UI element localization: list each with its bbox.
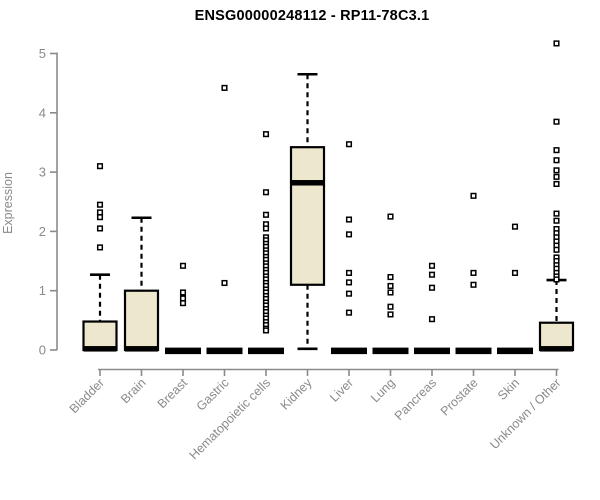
collapsed-box-breast	[165, 347, 201, 355]
outlier-liver	[345, 269, 353, 276]
outlier-unknown-other	[553, 167, 560, 174]
outlier-bladder	[96, 163, 104, 170]
x-label-kidney: Kidney	[278, 375, 315, 412]
x-label-pancreas: Pancreas	[392, 376, 439, 423]
y-axis-label: Expression	[1, 172, 15, 234]
outlier-breast	[179, 289, 187, 296]
outlier-lung	[387, 213, 394, 220]
x-label-liver: Liver	[327, 376, 356, 405]
outlier-unknown-other	[553, 217, 560, 224]
x-label-brain: Brain	[118, 376, 149, 407]
x-label-gastric: Gastric	[194, 376, 232, 414]
collapsed-box-gastric	[206, 347, 243, 355]
median-kidney	[291, 180, 324, 186]
outlier-breast	[179, 262, 187, 269]
box-bladder	[82, 320, 118, 352]
outlier-unknown-other	[553, 173, 560, 180]
chart-title: ENSG00000248112 - RP11-78C3.1	[194, 8, 430, 24]
y-tick-label-0: 0	[39, 343, 46, 358]
outlier-bladder	[96, 214, 104, 221]
outlier-unknown-other	[553, 40, 560, 47]
outlier-unknown-other	[553, 246, 560, 253]
outlier-liver	[345, 231, 353, 238]
outlier-pancreas	[428, 316, 436, 323]
outlier-hematopoietic-cells	[262, 189, 270, 196]
outlier-unknown-other	[553, 210, 560, 217]
outlier-pancreas	[428, 284, 436, 291]
outlier-bladder	[96, 225, 104, 232]
collapsed-box-pancreas	[414, 347, 450, 355]
y-tick-label-2: 2	[39, 224, 46, 239]
y-tick-label-1: 1	[39, 283, 46, 298]
collapsed-box-liver	[331, 347, 367, 355]
outlier-prostate	[470, 281, 477, 288]
x-label-hematopoietic-cells: Hematopoietic cells	[187, 376, 274, 463]
outlier-pancreas	[428, 262, 436, 269]
outlier-liver	[345, 309, 353, 316]
outlier-lung	[387, 282, 394, 290]
outlier-prostate	[470, 192, 477, 199]
outlier-pancreas	[428, 271, 436, 278]
x-label-prostate: Prostate	[438, 376, 481, 419]
outlier-unknown-other	[553, 180, 560, 188]
collapsed-box-prostate	[455, 347, 492, 355]
collapsed-box-skin	[497, 347, 533, 355]
outlier-liver	[345, 279, 353, 286]
outlier-gastric	[221, 84, 228, 91]
x-label-breast: Breast	[155, 375, 191, 411]
outlier-lung	[387, 289, 394, 296]
outlier-bladder	[96, 201, 104, 208]
box-kidney	[289, 146, 326, 286]
outlier-bladder	[96, 209, 104, 216]
outlier-lung	[387, 311, 394, 318]
outlier-lung	[387, 303, 394, 310]
outlier-lung	[387, 274, 394, 281]
outlier-unknown-other	[553, 118, 560, 125]
outlier-liver	[345, 216, 353, 223]
y-tick-label-3: 3	[39, 165, 46, 180]
outlier-hematopoietic-cells	[262, 327, 270, 334]
outlier-liver	[345, 290, 353, 297]
outlier-unknown-other	[553, 157, 560, 164]
outlier-breast	[179, 295, 187, 302]
collapsed-box-hematopoietic-cells	[248, 347, 284, 355]
outlier-gastric	[221, 279, 228, 287]
y-tick-label-4: 4	[39, 105, 46, 120]
collapsed-box-lung	[372, 347, 409, 355]
outlier-bladder	[96, 244, 104, 251]
x-label-unknown-other: Unknown / Other	[487, 376, 563, 452]
x-label-skin: Skin	[495, 376, 522, 403]
outlier-unknown-other	[553, 276, 560, 283]
outlier-hematopoietic-cells	[262, 211, 270, 218]
median-bladder	[83, 346, 117, 352]
outlier-prostate	[470, 269, 477, 276]
outlier-unknown-other	[553, 147, 560, 154]
outlier-hematopoietic-cells	[262, 131, 270, 138]
median-brain	[125, 346, 158, 352]
outlier-breast	[179, 300, 187, 307]
outlier-hematopoietic-cells	[262, 225, 270, 232]
box-unknown-other	[538, 321, 575, 352]
y-tick-label-5: 5	[39, 46, 46, 61]
median-unknown-other	[540, 346, 573, 352]
x-label-lung: Lung	[368, 376, 398, 406]
outlier-skin	[511, 269, 519, 276]
x-label-bladder: Bladder	[67, 376, 107, 416]
outlier-liver	[345, 141, 353, 148]
box-brain	[123, 289, 160, 352]
outlier-skin	[511, 223, 519, 230]
